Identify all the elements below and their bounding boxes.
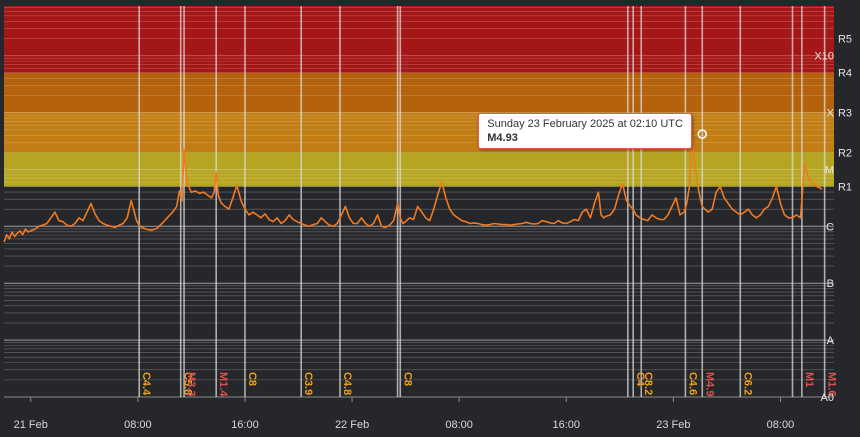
hover-marker[interactable]	[697, 129, 708, 139]
x-tick-label: 16:00	[231, 419, 259, 431]
blackout-label-R2: R2	[838, 147, 852, 159]
flare-label-12: C6.2	[741, 372, 753, 395]
flare-label-3: M1.4	[217, 372, 229, 397]
hover-point[interactable]	[697, 129, 708, 139]
flare-label-4: C8	[246, 372, 258, 386]
blackout-label-R3: R3	[838, 108, 852, 120]
flare-label-10: C4.6	[686, 372, 698, 395]
class-scale-labels: A0 A B C M X X10 R1 R2 R3 R4 R5	[814, 34, 852, 404]
series-line-0	[3, 133, 823, 243]
x-tick-label: 08:00	[445, 419, 473, 431]
flare-label-8: C4	[634, 372, 646, 387]
class-label-A: A	[827, 335, 835, 347]
tooltip: Sunday 23 February 2025 at 02:10 UTC M4.…	[478, 113, 692, 150]
blackout-label-R1: R1	[838, 181, 852, 193]
flare-label-2: M3.3	[185, 372, 197, 396]
band-1	[4, 112, 834, 153]
x-tick-label: 08:00	[124, 419, 152, 431]
tooltip-value: M4.93	[487, 132, 518, 145]
radio-blackout-bands	[4, 6, 834, 187]
flare-label-6: C4.8	[341, 372, 353, 395]
class-label-C: C	[826, 221, 834, 233]
flare-label-0: C4.4	[140, 372, 152, 396]
flare-label-1: C5.8	[182, 372, 194, 395]
flux-series	[3, 133, 823, 243]
class-label-B: B	[827, 278, 834, 290]
flare-label-14: M1.6	[826, 372, 838, 396]
flare-label-11: M4.9	[703, 372, 715, 396]
x-tick-label: 08:00	[767, 419, 795, 431]
x-tick-label: 23 Feb	[656, 419, 690, 431]
tooltip-date: Sunday 23 February 2025 at 02:10 UTC	[487, 118, 683, 131]
x-axis: 21 Feb 08:00 16:00 22 Feb 08:00 16:00 23 Feb 08…	[14, 397, 795, 431]
band-2	[4, 72, 834, 113]
grid-lines	[4, 7, 834, 398]
flare-marker-lines	[138, 6, 826, 397]
flare-label-13: M1	[803, 372, 815, 387]
x-tick-label: 22 Feb	[335, 419, 369, 431]
class-label-M: M	[825, 164, 834, 176]
flare-label-7: C8	[401, 372, 413, 386]
class-label-A0: A0	[821, 392, 834, 404]
flare-label-9: C8.2	[642, 372, 654, 395]
blackout-label-R5: R5	[838, 34, 852, 46]
blackout-label-R4: R4	[838, 68, 852, 80]
class-label-X10: X10	[814, 51, 834, 63]
flare-label-5: C3.9	[302, 372, 314, 395]
band-3	[4, 6, 834, 73]
class-label-X: X	[827, 108, 835, 120]
x-tick-label: 21 Feb	[14, 419, 48, 431]
x-tick-label: 16:00	[552, 419, 580, 431]
